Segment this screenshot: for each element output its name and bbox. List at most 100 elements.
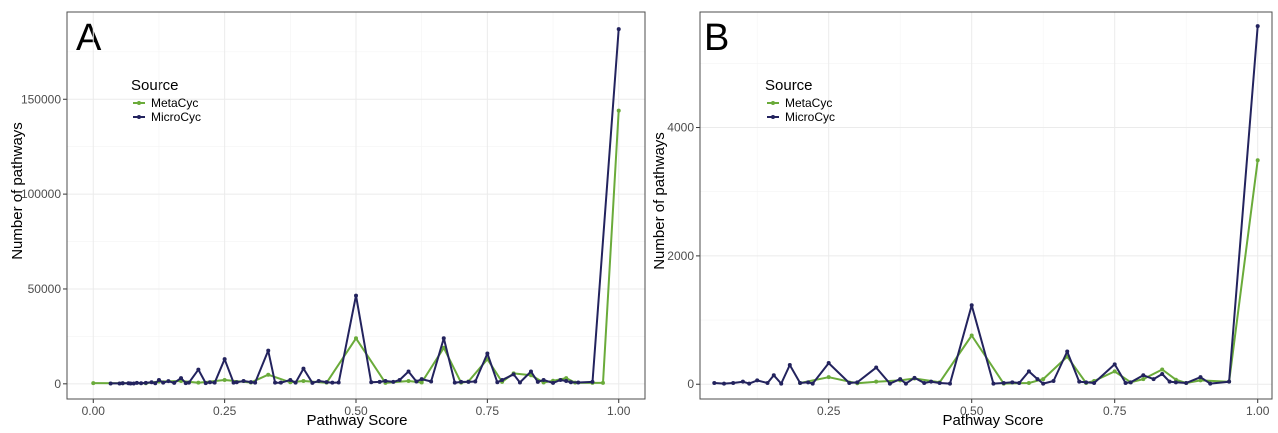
panel-b-series-microcyc-point [1051,379,1056,384]
panel-b-series-metacyc-point [969,333,974,338]
panel-b-legend-title: Source [765,77,813,94]
panel-a-series-microcyc-point [397,378,402,383]
panel-a-legend-title: Source [131,77,179,94]
panel-a-series-microcyc-point [377,379,382,384]
panel-b-xtick-label: 0.25 [817,404,841,418]
panel-a-series-microcyc-point [166,379,171,384]
panel-b-series-microcyc-point [1112,362,1117,367]
panel-b-series-microcyc-point [771,373,776,378]
panel-a-series-metacyc-point [301,378,306,383]
panel-a-series-microcyc-point [558,378,563,383]
panel-b-series-microcyc-point [1041,381,1046,386]
panel-a-ytick-label: 100000 [21,187,61,201]
panel-a-series-microcyc-point [590,379,595,384]
panel-b-series-microcyc-point [1208,381,1213,386]
panel-a-series-microcyc-point [441,336,446,341]
panel-a-series-microcyc-point [517,380,522,385]
panel-b-series-microcyc-point [1026,369,1031,374]
legend-microcyc-label: MicroCyc [151,110,201,124]
panel-a-series-microcyc-point [293,380,298,385]
panel-a-series-microcyc-point [500,378,505,383]
panel-b-series-microcyc-point [1167,379,1172,384]
panel-b-ytick-label: 4000 [667,121,694,135]
panel-a-series-microcyc-point [143,380,148,385]
panel-b: B Pathway Score Number of pathways Sourc… [651,17,1043,429]
panel-a-ytick-label: 0 [54,377,61,391]
panel-a-xtick-label: 0.25 [213,404,237,418]
panel-a-series-microcyc-point [153,381,158,386]
panel-a-series-microcyc-point [324,380,329,385]
panel-b-series-microcyc-point [1160,371,1165,376]
panel-a-series-microcyc-point [551,380,556,385]
panel-b-ylabel: Number of pathways [651,132,668,270]
panel-a-series-microcyc-point [139,381,144,386]
panel-b-series-microcyc-point [1123,380,1128,385]
panel-b-series-microcyc-point [798,380,803,385]
panel-b-series-microcyc-point [787,362,792,367]
panel-b-series-metacyc-point [1141,377,1146,382]
panel-b-series-metacyc-point [1160,367,1165,372]
panel-b-series-microcyc-point [887,381,892,386]
panel-a-ylabel: Number of pathways [9,122,26,260]
panel-a-ytick-label: 150000 [21,92,61,106]
legend-metacyc-marker [137,101,141,105]
panel-a-series-microcyc-point [179,376,184,381]
panel-a-series-microcyc-point [273,380,278,385]
panel-a-series-microcyc-point [241,378,246,383]
panel-a-series-microcyc-point [419,377,424,382]
panel-a-series-microcyc-point [576,380,581,385]
panel-b-series-microcyc-point [1255,24,1260,29]
panel-a-series-microcyc-point [186,380,191,385]
legend-metacyc-marker [771,101,775,105]
panel-b-border [699,11,1273,400]
panel-a-series-microcyc-point [207,380,212,385]
panel-a-series-microcyc-point [354,293,358,298]
panel-a-series-microcyc-point [134,380,139,385]
panel-a-series-microcyc-point [383,378,388,383]
panel-a-xtick-label: 0.75 [476,404,500,418]
panel-a-series-microcyc-point [541,378,546,383]
panel-b-series-microcyc-point [912,375,917,380]
panel-a: A Pathway Score Number of pathways Sourc… [9,17,407,429]
panel-a-series-metacyc-point [419,380,424,385]
panel-b-series-microcyc-point [1017,380,1022,385]
panel-a-series-microcyc-point [459,379,464,384]
panel-b-series-microcyc-point [947,381,952,386]
panel-b-series-microcyc-point [779,381,784,386]
panel-a-series-metacyc-point [406,378,411,383]
panel-a-series-microcyc-point [528,369,533,374]
panel-a-series-microcyc-point [172,380,177,385]
panel-a-series-microcyc-point [278,380,283,385]
panel-a-series-microcyc-point [196,367,201,372]
panel-a-series-microcyc-point [203,381,208,386]
panel-a-series-metacyc-point [266,372,271,377]
panel-a-series-microcyc-point [452,380,457,385]
panel-b-series-microcyc-point [731,380,736,385]
panel-a-series-microcyc-point [131,381,136,386]
panel-a-series-metacyc-point [616,108,621,113]
panel-b-series-microcyc-point [991,381,996,386]
panel-b-series-microcyc-point [929,379,934,384]
panel-a-series-microcyc-point [466,379,471,384]
panel-a-series-metacyc-point [354,336,358,341]
panel-b-series-microcyc-point [1010,380,1015,385]
panel-b-series-microcyc-point [1198,375,1203,380]
panel-b-series-microcyc-point [855,380,860,385]
panel-a-series-microcyc-point [414,379,419,384]
panel-b-series-metacyc-point [826,375,831,380]
panel-a-series-microcyc-point [301,366,306,371]
panel-b-ytick-label: 0 [687,377,694,391]
legend-microcyc-marker [771,115,775,119]
panel-a-series-microcyc-point [234,380,239,385]
panel-b-xtick-label: 0.50 [960,404,984,418]
panel-b-series-microcyc-point [969,303,974,308]
panel-a-series-metacyc-point [441,345,446,350]
panel-b-series-microcyc-point [765,380,770,385]
panel-a-series-microcyc-point [535,379,540,384]
panel-a-series-microcyc-point [128,381,133,386]
panel-b-series-microcyc-point [826,361,831,366]
panel-a-border [66,11,646,400]
legend-microcyc-marker [137,115,141,119]
panel-a-series-microcyc-line [110,29,620,385]
